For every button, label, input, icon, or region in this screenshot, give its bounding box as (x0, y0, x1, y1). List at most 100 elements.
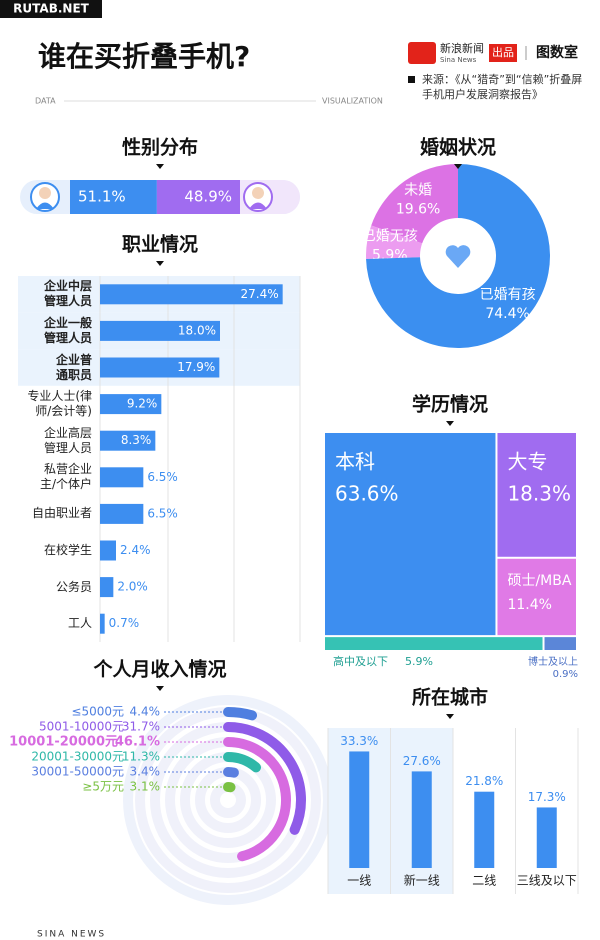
value-label: 0.7% (109, 616, 139, 630)
chart-title: 学历情况 (412, 393, 488, 416)
ring-arc (223, 737, 291, 862)
ring-arc (223, 722, 306, 835)
avatar-head (252, 187, 264, 199)
heart-icon (445, 245, 471, 268)
studio: 图数室 (536, 44, 578, 61)
value-label: 4.4% (130, 705, 161, 719)
ring-arc (223, 707, 258, 721)
bar (100, 284, 283, 305)
value-label: 48.9% (184, 188, 232, 206)
title-pointer (156, 261, 164, 266)
tile-label: 博士及以上 (528, 655, 578, 668)
x-tick-label: 二线 (472, 874, 496, 888)
brand: 新浪新闻 (440, 41, 484, 55)
bar (100, 320, 220, 341)
title-pointer (446, 714, 454, 719)
bar (411, 771, 432, 868)
produced-box (489, 44, 517, 62)
category-label: 工人 (67, 616, 92, 631)
donut-slice (365, 225, 423, 260)
produced: 出品 (492, 45, 514, 59)
bar (349, 751, 370, 868)
value-label: 27.4% (241, 287, 279, 301)
chart-title: 婚姻状况 (420, 136, 496, 159)
bar (100, 577, 114, 598)
chart-title: 职业情况 (122, 233, 198, 256)
category-label: 5001-10000元 (39, 720, 124, 734)
tile (325, 637, 543, 650)
bar (100, 503, 144, 524)
value-label: 51.1% (78, 188, 126, 206)
value-label: 3.4% (130, 765, 161, 779)
category-label: 企业高层 管理人员 (43, 425, 92, 455)
category-label: 企业一般 管理人员 (43, 315, 92, 345)
value-label: 8.3% (121, 433, 152, 447)
value-label: 9.2% (127, 397, 158, 411)
bar (100, 430, 156, 451)
category-label: 专业人士(律 师/会计等) (27, 389, 92, 419)
slice-label: 已婚无孩 (362, 229, 418, 245)
tile-value: 0.9% (553, 669, 578, 680)
donut-slice (366, 164, 550, 348)
value-label: 3.1% (130, 780, 161, 794)
category-label: ≤5000元 (71, 705, 124, 719)
chart-title: 个人月收入情况 (92, 658, 226, 681)
page-title: 谁在买折叠手机? (38, 40, 250, 73)
category-label: 私营企业 主/个体户 (39, 462, 92, 492)
slice-value: 74.4% (485, 306, 529, 322)
tile (544, 637, 576, 650)
category-label: 30001-50000元 (31, 765, 124, 779)
x-tick-label: 新一线 (404, 873, 440, 888)
value-label: 33.3% (340, 734, 378, 748)
category-label: 在校学生 (43, 543, 92, 557)
slice-value: 19.6% (396, 202, 440, 218)
value-label: 11.3% (122, 750, 160, 764)
category-label: 10001-20000元 (9, 735, 118, 750)
value-label: 18.0% (178, 323, 216, 337)
segment (156, 180, 240, 214)
segment (70, 180, 157, 214)
category-label: 20001-30000元 (31, 750, 124, 764)
avatar-head (39, 187, 51, 199)
tile-value: 63.6% (335, 482, 399, 506)
avatar-body (249, 202, 267, 209)
value-label: 17.9% (177, 360, 215, 374)
brand-en: Sina News (440, 56, 477, 64)
tile (325, 433, 496, 636)
avatar-body (36, 202, 54, 209)
category-label: 企业普 通职员 (55, 352, 92, 382)
value-label: 21.8% (465, 774, 503, 788)
tile-value: 18.3% (507, 482, 571, 506)
tile-value: 5.9% (405, 655, 433, 668)
x-tick-label: 三线及以下 (517, 874, 577, 888)
bar (100, 467, 144, 488)
source: 来源：《从“猎奇”到“信赖”折叠屏手机用户发展洞察报告》 (422, 73, 583, 101)
bar (100, 357, 220, 378)
tile (497, 558, 576, 636)
value-label: 46.1% (115, 735, 160, 750)
tile-value: 11.4% (507, 597, 551, 613)
title-pointer (156, 686, 164, 691)
value-label: 17.3% (528, 790, 566, 804)
footer: SINA NEWS (37, 930, 106, 940)
chart-title: 所在城市 (412, 686, 488, 709)
bar (100, 394, 162, 415)
tile (497, 433, 576, 557)
sina-logo (408, 42, 436, 64)
bar (100, 613, 105, 634)
title-pointer (156, 164, 164, 169)
category-label: 自由职业者 (31, 506, 92, 521)
ring-arc (223, 767, 239, 778)
value-label: 6.5% (147, 470, 178, 484)
value-label: 6.5% (147, 506, 178, 520)
watermark-box (0, 0, 102, 18)
ring-arc (223, 752, 262, 773)
tile-label: 本科 (335, 450, 375, 474)
donut-slice (371, 164, 458, 244)
watermark: RUTAB.NET (13, 2, 89, 16)
value-label: 2.4% (120, 543, 151, 557)
category-label: 公务员 (55, 579, 92, 594)
source-marker (408, 76, 415, 83)
